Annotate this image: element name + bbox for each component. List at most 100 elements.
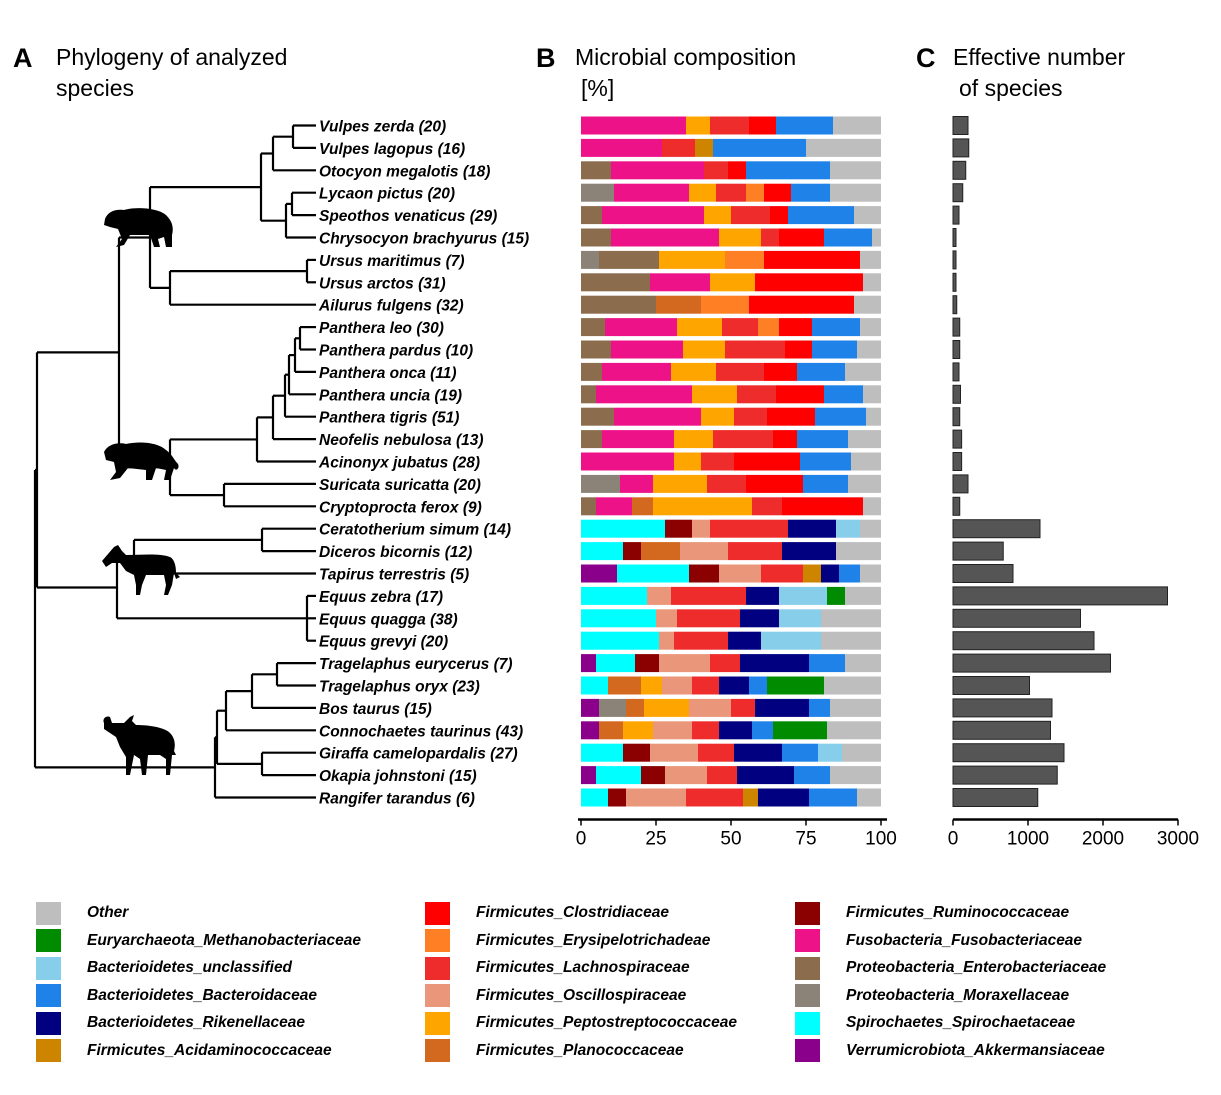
species-label: Speothos venaticus (29) (319, 208, 497, 225)
panel-b-title: Microbial composition [%] (575, 42, 796, 104)
species-label: Panthera onca (11) (319, 365, 457, 382)
legend-item-spiro: Spirochaetes_Spirochaetaceae (795, 1011, 1076, 1035)
bar-segment-rumino (665, 519, 692, 538)
bar-segment-other (857, 788, 881, 807)
legend-item-bunclass: Bacterioidetes_unclassified (36, 956, 292, 980)
bar-segment-lachno (707, 766, 737, 785)
diversity-bar (952, 631, 1095, 651)
species-labels: Vulpes zerda (20) Vulpes lagopus (16) Otoc… (318, 119, 529, 808)
bar-segment-clostrid (764, 362, 797, 381)
bar-segment-lachno (761, 228, 779, 247)
legend-label: Spirochaetes_Spirochaetaceae (846, 1014, 1076, 1031)
bar-segment-other (848, 430, 881, 449)
diversity-bar (952, 765, 1058, 785)
legend-item-pepto: Firmicutes_Peptostreptococcaceae (425, 1011, 737, 1035)
species-label: Bos taurus (15) (319, 701, 432, 718)
bar-segment-lachno (710, 519, 788, 538)
bar-segment-bunclass (779, 586, 827, 605)
figure-canvas: Vulpes zerda (20) Vulpes lagopus (16) Otoc… (33, 116, 1199, 850)
legend-label: Proteobacteria_Enterobacteriaceae (846, 959, 1107, 976)
species-label: Rangifer tarandus (6) (319, 791, 475, 808)
diversity-bar (952, 474, 969, 494)
bar-segment-bacteroid (797, 430, 848, 449)
diversity-bar (952, 720, 1051, 740)
bar-segment-lachno (662, 138, 695, 157)
bar-segment-fuso (650, 273, 710, 292)
bar-segment-other (830, 766, 881, 785)
bar-segment-bunclass (818, 743, 842, 762)
panel-a-title: Phylogeny of analyzed species (56, 42, 287, 104)
bar-segment-spiro (581, 542, 623, 561)
phylogenetic-tree (33, 124, 316, 799)
panel-a-title-line1: Phylogeny of analyzed (56, 44, 288, 70)
bar-segment-lachno (731, 698, 755, 717)
bar-segment-methano (767, 676, 824, 695)
tick-label: 1000 (1007, 829, 1049, 850)
bar-segment-planoc (626, 698, 644, 717)
species-label: Panthera pardus (10) (319, 343, 473, 360)
legend-swatch (425, 901, 450, 925)
species-label: Ailurus fulgens (32) (318, 298, 464, 315)
bar-segment-morax (581, 250, 599, 269)
legend-item-morax: Proteobacteria_Moraxellaceae (795, 984, 1069, 1007)
bar-segment-spiro (581, 743, 623, 762)
species-label: Acinonyx jubatus (28) (318, 455, 480, 472)
bar-segment-akker (581, 564, 617, 583)
bar-segment-lachno (698, 743, 734, 762)
bar-segment-other (863, 497, 881, 516)
bar-segment-clostrid (782, 497, 863, 516)
panel-c-title-line2: of species (959, 75, 1063, 101)
diversity-bar (952, 519, 1041, 539)
legend-label: Firmicutes_Lachnospiraceae (476, 959, 690, 976)
legend-swatch (795, 956, 820, 980)
tiger-icon (104, 442, 179, 480)
bar-segment-clostrid (785, 340, 812, 359)
bar-segment-lachno (713, 430, 773, 449)
bar-segment-riken (788, 519, 836, 538)
bar-segment-entero (581, 340, 611, 359)
bar-segment-bacteroid (809, 788, 857, 807)
panel-b-letter: B (536, 43, 556, 73)
diversity-bar (952, 138, 970, 158)
legend-item-erysip: Firmicutes_Erysipelotrichadeae (425, 929, 710, 952)
bar-segment-bacteroid (713, 138, 806, 157)
legend-label: Firmicutes_Planococcaceae (476, 1041, 684, 1059)
bar-segment-akker (581, 766, 596, 785)
bar-segment-fuso (605, 318, 677, 337)
bar-segment-clostrid (779, 318, 812, 337)
bar-segment-spiro (581, 788, 608, 807)
bar-segment-spiro (617, 564, 689, 583)
bar-segment-clostrid (779, 228, 824, 247)
legend-swatch (425, 929, 450, 952)
bar-segment-spiro (581, 609, 656, 628)
diversity-bars (952, 116, 1168, 807)
bar-segment-lachno (677, 609, 740, 628)
bar-segment-pepto (719, 228, 761, 247)
bar-segment-spiro (581, 586, 647, 605)
bar-segment-bacteroid (746, 161, 830, 180)
bar-segment-oscill (647, 586, 671, 605)
bar-segment-lachno (710, 654, 740, 673)
legend-label: Firmicutes_Clostridiaceae (476, 904, 669, 921)
bar-segment-other (860, 250, 881, 269)
bar-segment-bunclass (836, 519, 860, 538)
bar-segment-acidamino (743, 788, 758, 807)
diversity-bar (952, 743, 1065, 763)
bar-segment-riken (734, 743, 782, 762)
diversity-bar (952, 608, 1081, 628)
legend-swatch (36, 901, 61, 925)
bar-segment-pepto (659, 250, 725, 269)
bar-segment-bacteroid (812, 340, 857, 359)
bar-segment-morax (581, 474, 620, 493)
bar-segment-other (860, 318, 881, 337)
legend-item-riken: Bacterioidetes_Rikenellaceae (36, 1011, 305, 1035)
bar-segment-other (830, 161, 881, 180)
bar-segment-riken (755, 698, 809, 717)
bar-segment-erysip (746, 183, 764, 202)
bar-segment-lachno (707, 474, 746, 493)
bar-segment-bacteroid (752, 721, 773, 740)
bar-segment-other (833, 116, 881, 135)
bar-segment-spiro (581, 676, 608, 695)
zebra-icon (102, 545, 180, 595)
bar-segment-clostrid (770, 206, 788, 225)
